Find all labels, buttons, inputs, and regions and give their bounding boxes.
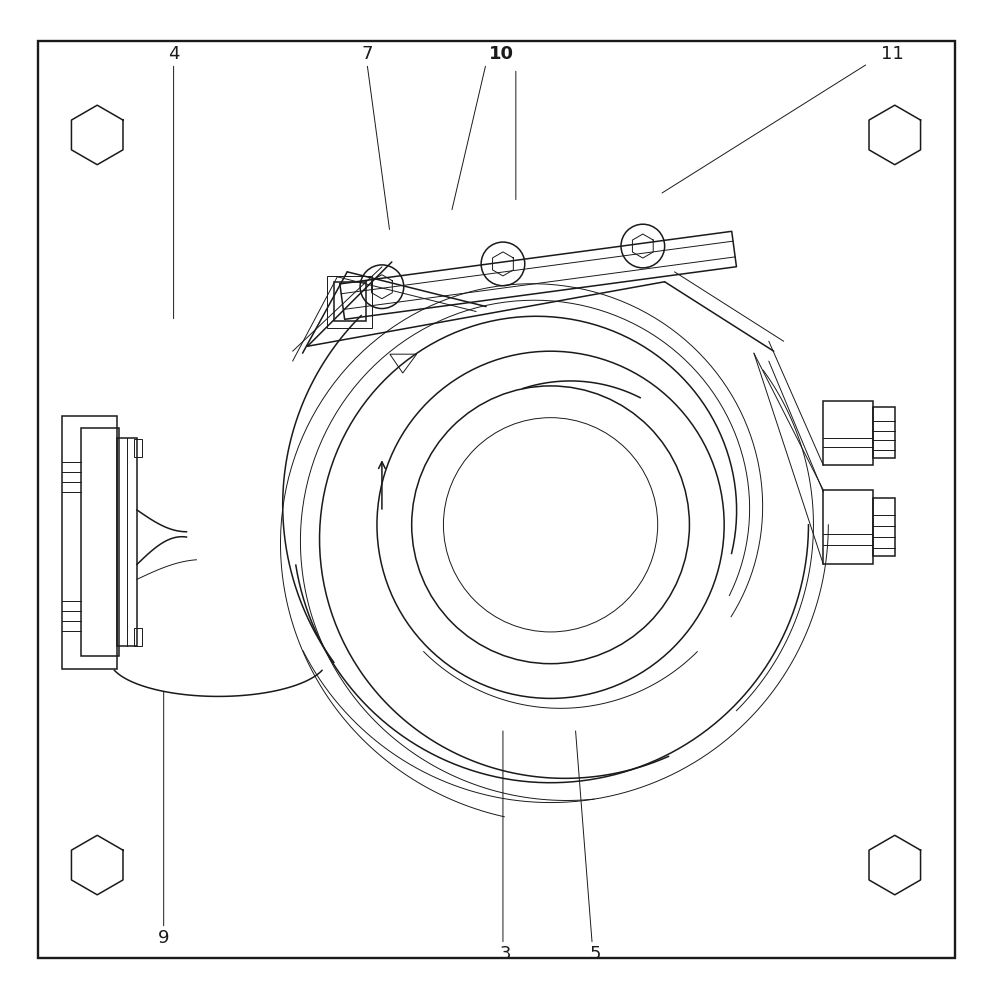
Bar: [823, 401, 873, 465]
Text: 9: 9: [158, 929, 170, 947]
Text: 7: 7: [361, 45, 373, 63]
Bar: [327, 276, 372, 328]
Text: 11: 11: [882, 45, 904, 63]
Text: 4: 4: [168, 45, 180, 63]
Bar: [81, 428, 119, 656]
Bar: [62, 416, 117, 669]
Text: 10: 10: [488, 45, 514, 63]
Bar: [134, 628, 142, 646]
Bar: [134, 439, 142, 457]
Bar: [873, 407, 895, 458]
Text: 3: 3: [500, 945, 512, 963]
Bar: [823, 490, 873, 564]
Bar: [334, 282, 366, 321]
Bar: [873, 498, 895, 556]
Bar: [117, 438, 137, 646]
Text: 5: 5: [589, 945, 601, 963]
